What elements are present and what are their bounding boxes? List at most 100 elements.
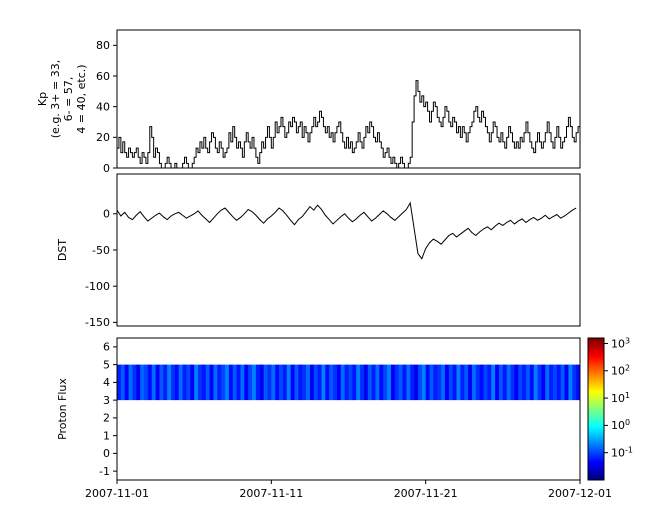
proton-flux-cell	[205, 364, 210, 401]
proton-flux-cell	[510, 364, 515, 401]
colorbar-tick-label: 100	[611, 418, 630, 432]
proton-flux-cell	[429, 364, 434, 401]
y-tick-label: 40	[96, 101, 110, 114]
proton-flux-cell	[471, 364, 477, 401]
y-tick-label: 0	[103, 162, 110, 175]
colorbar-gradient-slice	[588, 362, 604, 365]
colorbar-gradient-slice	[588, 423, 604, 425]
proton-flux-cell	[360, 364, 365, 401]
colorbar-gradient-slice	[588, 422, 604, 424]
colorbar-gradient-slice	[588, 461, 604, 463]
y-tick-label: 0	[103, 208, 110, 221]
proton-flux-cell	[352, 364, 357, 401]
proton-flux-cell	[444, 364, 450, 401]
colorbar-gradient-slice	[588, 438, 604, 441]
proton-flux-cell	[487, 364, 492, 401]
proton-flux-cell	[317, 364, 322, 401]
proton-flux-cell	[502, 364, 508, 401]
colorbar-gradient-slice	[588, 352, 604, 354]
colorbar-gradient-slice	[588, 465, 604, 468]
colorbar-gradient-slice	[588, 443, 604, 445]
colorbar-gradient-slice	[588, 471, 604, 474]
proton-flux-cell	[329, 364, 334, 401]
proton-flux-cell	[225, 364, 230, 401]
y-tick-label: 3	[103, 394, 110, 407]
colorbar-gradient-slice	[588, 393, 604, 396]
colorbar-gradient-slice	[588, 444, 604, 447]
colorbar-gradient-slice	[588, 437, 604, 439]
proton-flux-cell	[286, 364, 292, 401]
colorbar-gradient-slice	[588, 427, 604, 430]
colorbar-gradient-slice	[588, 414, 604, 417]
proton-flux-cell	[379, 364, 384, 401]
colorbar-gradient-slice	[588, 375, 604, 378]
proton-flux-cell	[514, 364, 519, 401]
proton-flux-cell	[464, 364, 469, 401]
colorbar-gradient-slice	[588, 401, 604, 404]
colorbar-gradient-slice	[588, 343, 604, 346]
proton-flux-cell	[333, 364, 338, 401]
colorbar-gradient-slice	[588, 378, 604, 380]
proton-flux-cell	[572, 364, 577, 401]
proton-flux-cell	[564, 364, 569, 401]
proton-flux-cell	[186, 364, 191, 401]
colorbar-gradient-slice	[588, 462, 604, 464]
kp-axis-label-line: 4 = 40, etc.)	[75, 64, 88, 133]
colorbar-gradient-slice	[588, 391, 604, 393]
proton-flux-cell	[244, 364, 249, 401]
proton-flux-cell	[155, 364, 160, 401]
colorbar-gradient-slice	[588, 417, 604, 419]
colorbar-gradient-slice	[588, 411, 604, 413]
colorbar-gradient-slice	[588, 413, 604, 416]
proton-flux-cell	[390, 364, 396, 401]
proton-flux-cell	[321, 364, 326, 401]
colorbar-gradient-slice	[588, 439, 604, 442]
proton-flux-cell	[124, 364, 129, 401]
proton-flux-cell	[201, 364, 207, 401]
colorbar-gradient-slice	[588, 442, 604, 444]
proton-flux-cell	[259, 364, 265, 401]
proton-flux-cell	[236, 364, 241, 401]
proton-flux-cell	[452, 364, 457, 401]
proton-flux-cell	[228, 364, 234, 401]
proton-flux-cell	[120, 364, 126, 401]
proton-flux-cell	[425, 364, 430, 401]
colorbar-gradient-slice	[588, 433, 604, 436]
x-tick-label: 2007-11-01	[85, 487, 149, 500]
kp-axis-label-line: 6- = 57,	[62, 77, 75, 122]
y-tick-label: -1	[99, 465, 110, 478]
colorbar-gradient-slice	[588, 387, 604, 390]
colorbar-gradient-slice	[588, 385, 604, 387]
colorbar-gradient-slice	[588, 416, 604, 418]
colorbar-gradient-slice	[588, 356, 604, 359]
y-tick-label: 0	[103, 447, 110, 460]
proton-flux-cell	[290, 364, 295, 401]
proton-flux-cell	[483, 364, 488, 401]
proton-flux-cell	[456, 364, 461, 401]
colorbar-gradient-slice	[588, 395, 604, 398]
proton-flux-cell	[433, 364, 438, 401]
proton-flux-cell	[336, 364, 342, 401]
colorbar: 103 102 101 100 10-1	[587, 336, 633, 481]
colorbar-gradient-slice	[588, 446, 604, 449]
colorbar-gradient-slice	[588, 339, 604, 341]
kp-series-line	[117, 80, 580, 169]
proton-flux-cell	[198, 364, 203, 401]
proton-flux-cell	[375, 364, 380, 401]
colorbar-gradient-slice	[588, 384, 604, 386]
proton-flux-cell	[383, 364, 388, 401]
colorbar-gradient-slice	[588, 365, 604, 367]
proton-flux-cell	[525, 364, 531, 401]
colorbar-gradient-slice	[588, 431, 604, 434]
proton-flux-cell	[240, 364, 245, 401]
colorbar-tick-label: 103	[611, 336, 630, 350]
colorbar-gradient-slice	[588, 386, 604, 389]
proton-flux-cell	[398, 364, 403, 401]
proton-flux-cell	[171, 364, 176, 401]
proton-flux-cell	[549, 364, 554, 401]
colorbar-gradient-slice	[588, 368, 604, 371]
colorbar-tick-label: 10-1	[611, 446, 633, 460]
proton-flux-cell	[421, 364, 427, 401]
proton-flux-cell	[506, 364, 511, 401]
proton-flux-cell	[522, 364, 527, 401]
